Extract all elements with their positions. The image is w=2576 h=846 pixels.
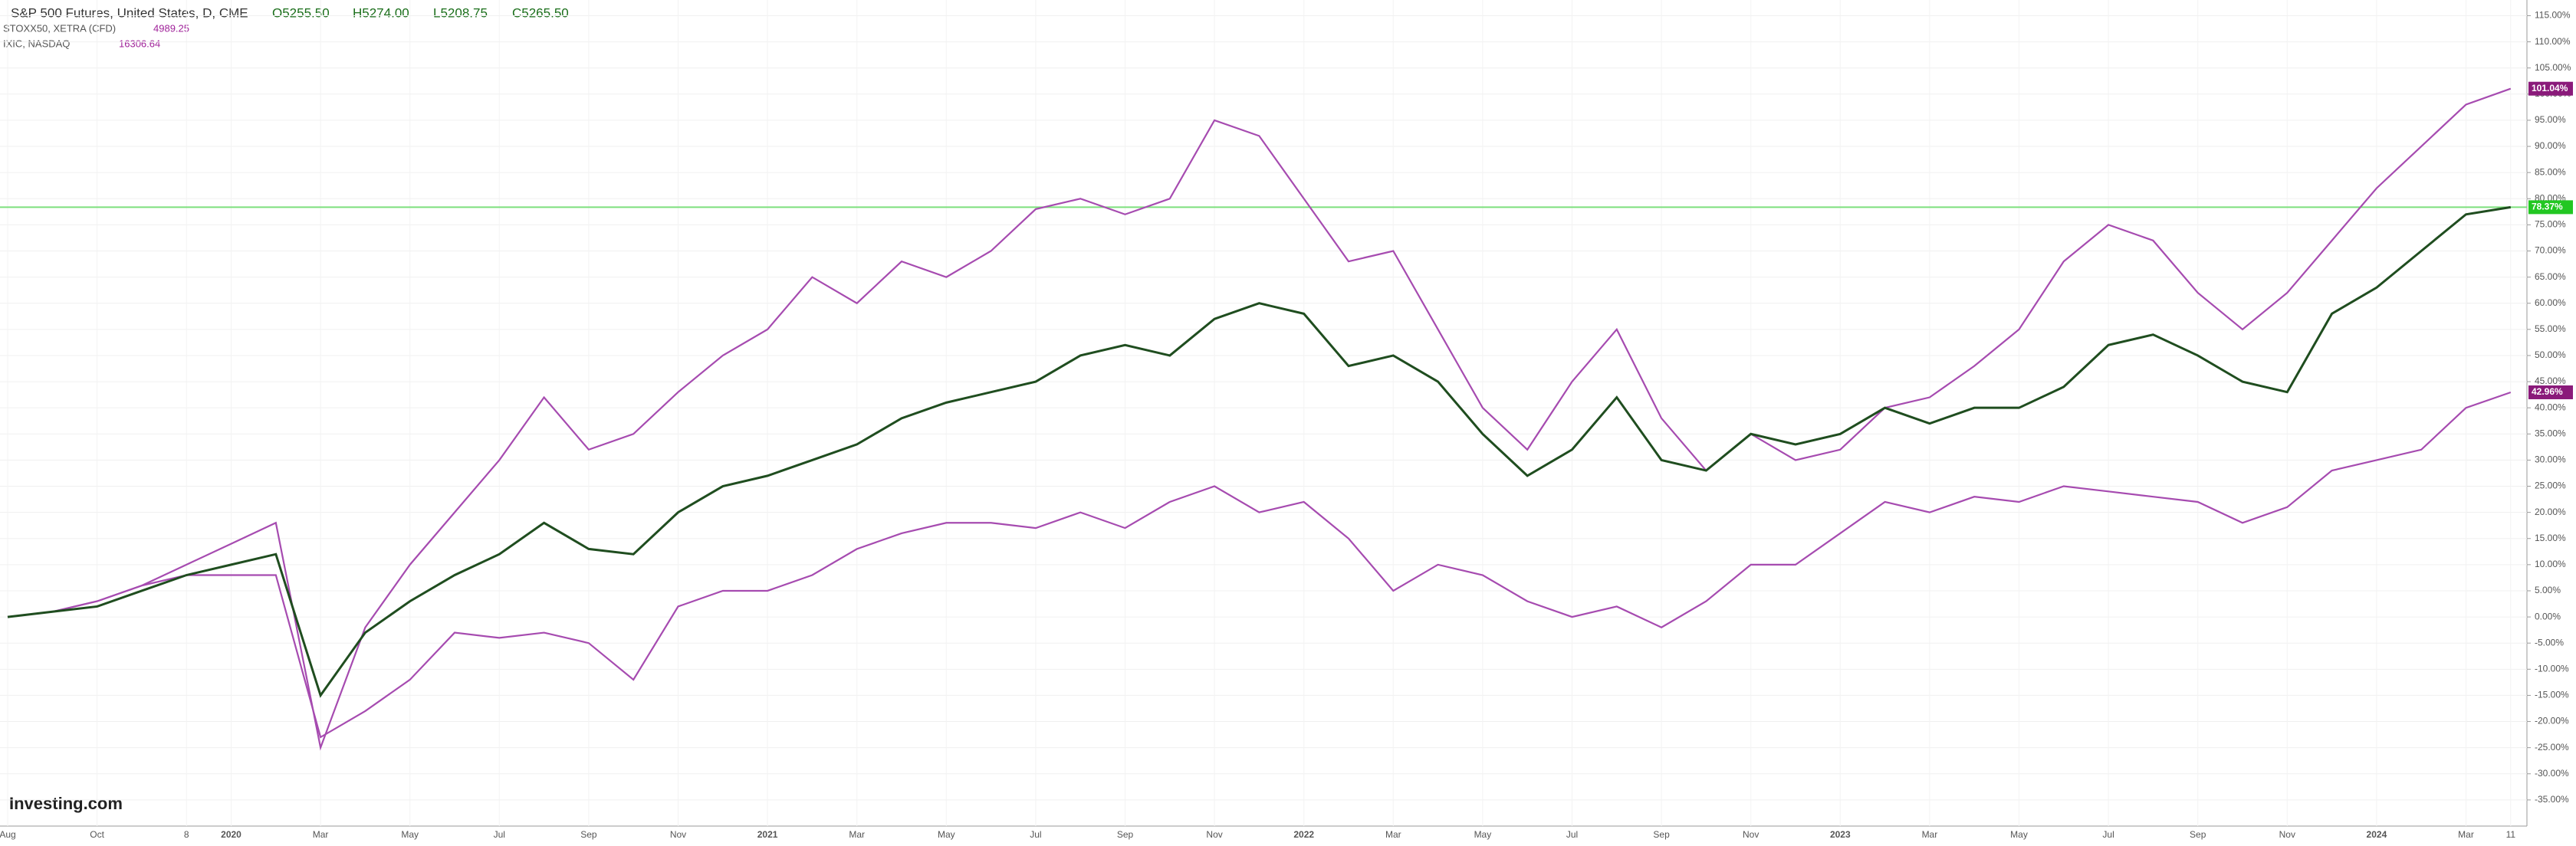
y-tick-label: -25.00%: [2535, 742, 2569, 753]
y-tick-label: 5.00%: [2535, 585, 2561, 595]
last-value-label: 101.04%: [2532, 83, 2568, 93]
x-tick-label: May: [2010, 829, 2028, 840]
x-tick-label: Nov: [670, 829, 686, 840]
overlay-price: 16306.64: [119, 38, 160, 49]
x-tick-label: 2024: [2367, 829, 2387, 840]
close-value: C5265.50: [512, 5, 569, 20]
y-tick-label: 35.00%: [2535, 428, 2566, 438]
y-tick-label: 75.00%: [2535, 219, 2566, 230]
x-tick-label: May: [401, 829, 419, 840]
y-tick-label: 90.00%: [2535, 140, 2566, 151]
x-tick-label: 2023: [1830, 829, 1851, 840]
x-tick-label: 2022: [1293, 829, 1314, 840]
y-tick-label: 25.00%: [2535, 480, 2566, 491]
x-tick-label: Nov: [1743, 829, 1759, 840]
y-tick-label: 105.00%: [2535, 62, 2571, 73]
last-value-label: 78.37%: [2532, 202, 2563, 212]
low-value: L5208.75: [433, 5, 488, 20]
y-tick-label: -35.00%: [2535, 794, 2569, 805]
x-tick-label: Sep: [1653, 829, 1670, 840]
y-tick-label: 30.00%: [2535, 454, 2566, 465]
y-tick-label: -20.00%: [2535, 716, 2569, 726]
series-line: [7, 391, 2512, 739]
last-value-label: 42.96%: [2532, 386, 2563, 397]
last-value-badge: [2528, 200, 2573, 215]
x-tick-label: 11: [2506, 829, 2516, 840]
x-tick-label: May: [1474, 829, 1492, 840]
y-tick-label: 20.00%: [2535, 507, 2566, 517]
overlay-price: 4989.25: [153, 22, 189, 34]
x-tick-label: 2021: [757, 829, 778, 840]
y-tick-label: 70.00%: [2535, 245, 2566, 256]
y-tick-label: 85.00%: [2535, 166, 2566, 177]
x-tick-label: Mar: [2458, 829, 2474, 840]
open-value: O5255.50: [272, 5, 330, 20]
x-tick-label: Jul: [494, 829, 505, 840]
y-tick-label: 50.00%: [2535, 349, 2566, 360]
x-tick-label: Nov: [2279, 829, 2295, 840]
chart-title: S&P 500 Futures, United States, D, CME: [11, 5, 248, 20]
x-tick-label: Jul: [1566, 829, 1578, 840]
logo: Investing.com: [9, 794, 123, 813]
x-tick-label: Aug: [0, 829, 16, 840]
x-tick-label: Mar: [1385, 829, 1401, 840]
y-tick-label: 95.00%: [2535, 114, 2566, 125]
y-tick-label: 40.00%: [2535, 402, 2566, 412]
y-tick-label: -15.00%: [2535, 690, 2569, 700]
y-tick-label: 110.00%: [2535, 36, 2571, 47]
x-tick-label: 2020: [221, 829, 242, 840]
series-line: [7, 87, 2512, 751]
y-tick-label: -30.00%: [2535, 768, 2569, 779]
x-tick-label: May: [938, 829, 955, 840]
x-tick-label: Sep: [1117, 829, 1134, 840]
x-tick-label: Sep: [580, 829, 597, 840]
series-line: [7, 205, 2512, 698]
last-value-badge: [2528, 385, 2573, 399]
y-tick-label: 55.00%: [2535, 323, 2566, 334]
y-tick-label: 10.00%: [2535, 559, 2566, 569]
x-tick-label: Mar: [849, 829, 865, 840]
y-tick-label: 15.00%: [2535, 533, 2566, 543]
overlay-title: IXIC, NASDAQ: [3, 38, 70, 49]
x-tick-label: Jul: [1030, 829, 1041, 840]
y-tick-label: 115.00%: [2535, 10, 2571, 21]
high-value: H5274.00: [353, 5, 409, 20]
x-tick-label: Mar: [1922, 829, 1938, 840]
x-tick-label: Mar: [313, 829, 329, 840]
x-tick-label: Nov: [1206, 829, 1222, 840]
y-tick-label: -5.00%: [2535, 637, 2564, 648]
y-tick-label: 45.00%: [2535, 375, 2566, 386]
x-tick-label: Jul: [2102, 829, 2114, 840]
x-tick-label: Sep: [2190, 829, 2206, 840]
y-tick-label: 60.00%: [2535, 297, 2566, 308]
y-tick-label: 0.00%: [2535, 611, 2561, 621]
x-tick-label: Oct: [90, 829, 104, 840]
y-tick-label: 65.00%: [2535, 271, 2566, 282]
last-value-badge: [2528, 81, 2573, 96]
x-tick-label: 8: [184, 829, 189, 840]
y-tick-label: -10.00%: [2535, 663, 2569, 674]
overlay-title: STOXX50, XETRA (CFD): [3, 22, 116, 34]
